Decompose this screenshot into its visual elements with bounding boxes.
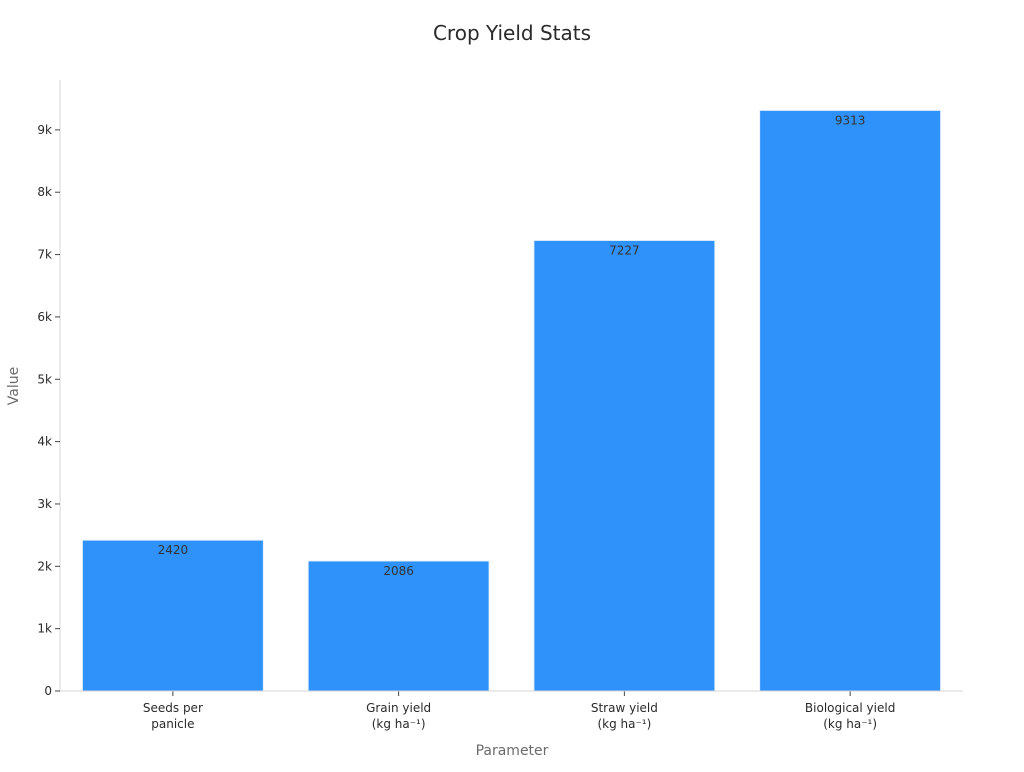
bar (307, 560, 490, 692)
x-tick-label: Biological yield (kg ha⁻¹) (805, 701, 895, 731)
bar-data-label: 7227 (609, 243, 640, 257)
bar-data-label: 2086 (383, 564, 414, 578)
y-tick-label: 8k (37, 185, 52, 199)
y-tick-label: 4k (37, 435, 52, 449)
y-tick-label: 9k (37, 123, 52, 137)
x-tick-label-line: (kg ha⁻¹) (597, 717, 651, 731)
x-tick-label-line: (kg ha⁻¹) (372, 717, 426, 731)
y-tick-label: 3k (37, 497, 52, 511)
bar (759, 109, 942, 692)
bar-data-label: 2420 (158, 543, 189, 557)
y-axis-title: Value (6, 367, 22, 405)
x-tick-label-line: Grain yield (366, 701, 431, 715)
chart-title: Crop Yield Stats (433, 21, 591, 45)
y-tick-label: 0 (44, 684, 52, 698)
y-tick-label: 5k (37, 372, 52, 386)
plot-area: 0 1k 2k 3k 4k 5k 6k 7k 8k 9k 2420 Seeds per panicle 2… (37, 80, 963, 731)
bar (81, 539, 264, 692)
y-tick-label: 6k (37, 310, 52, 324)
x-tick-label: Straw yield (kg ha⁻¹) (591, 701, 658, 731)
x-tick-label-line: Seeds per (143, 701, 203, 715)
x-tick-label: Grain yield (kg ha⁻¹) (366, 701, 431, 731)
y-tick-label: 7k (37, 248, 52, 262)
x-tick-label-line: (kg ha⁻¹) (823, 717, 877, 731)
y-tick-label: 1k (37, 622, 52, 636)
y-tick-label: 2k (37, 559, 52, 573)
x-axis-title: Parameter (476, 743, 549, 759)
x-tick-label-line: Biological yield (805, 701, 895, 715)
x-tick-label-line: Straw yield (591, 701, 658, 715)
x-tick-label: Seeds per panicle (143, 701, 203, 731)
bar (533, 239, 716, 692)
bar-data-label: 9313 (835, 113, 866, 127)
x-tick-label-line: panicle (151, 717, 194, 731)
